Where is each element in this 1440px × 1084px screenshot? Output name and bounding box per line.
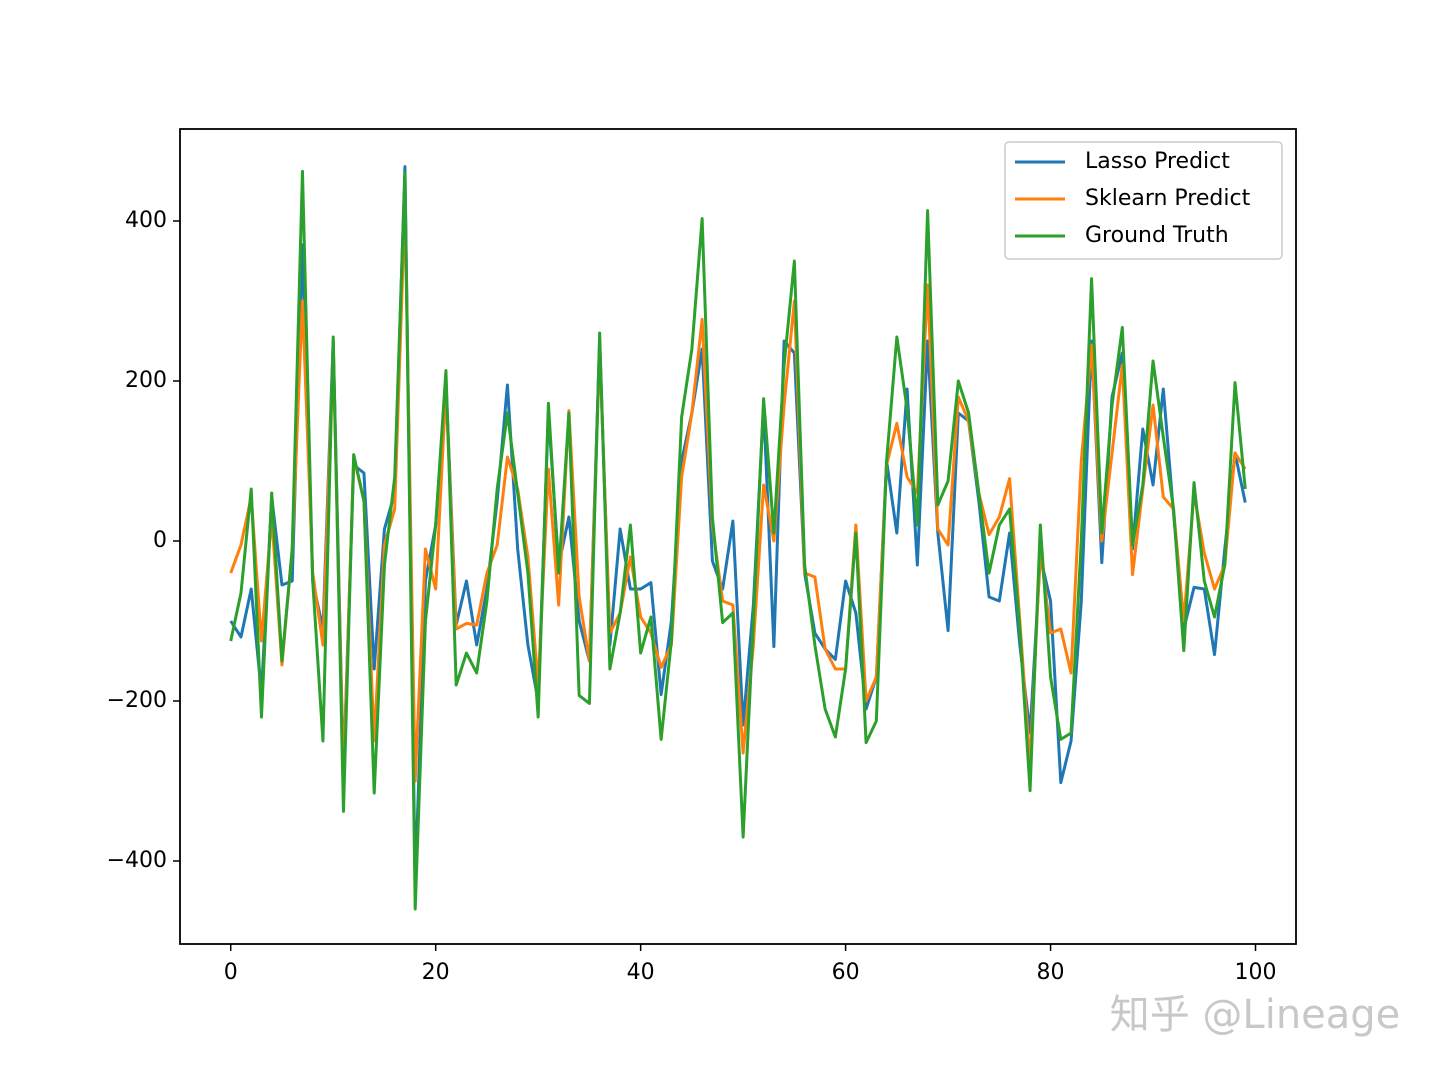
watermark: 知乎 @Lineage: [1110, 992, 1401, 1038]
y-tick-label: −400: [107, 848, 167, 873]
x-tick-label: 60: [832, 960, 860, 985]
y-tick-label: −200: [107, 688, 167, 713]
x-tick-label: 0: [224, 960, 238, 985]
legend-label: Lasso Predict: [1085, 149, 1230, 174]
series-line: [229, 165, 1247, 887]
x-tick-label: 100: [1235, 960, 1277, 985]
y-tick-label: 200: [125, 368, 167, 393]
legend-box: [1004, 141, 1283, 260]
x-tick-label: 40: [627, 960, 655, 985]
x-tick-label: 20: [422, 960, 450, 985]
legend-label: Ground Truth: [1085, 223, 1229, 248]
series-line: [229, 169, 1247, 911]
x-tick-label: 80: [1037, 960, 1065, 985]
y-tick-label: 0: [153, 528, 167, 553]
y-tick-label: 400: [125, 208, 167, 233]
legend-label: Sklearn Predict: [1085, 186, 1251, 211]
plot-frame: [179, 128, 1297, 945]
